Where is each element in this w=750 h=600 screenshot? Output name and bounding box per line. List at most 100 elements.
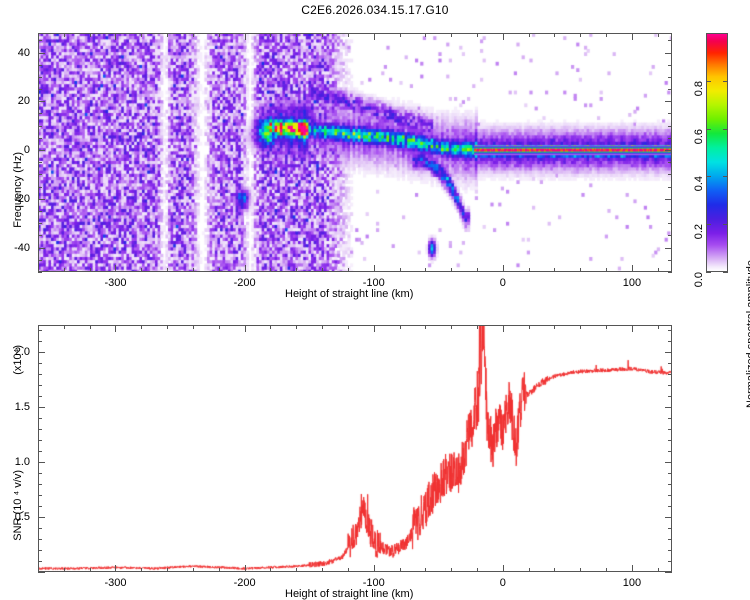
axis-tick (668, 396, 672, 398)
axis-tick (668, 330, 672, 332)
axis-tick (425, 568, 427, 572)
axis-tick (38, 89, 42, 91)
axis-tick (167, 568, 169, 572)
axis-tick (38, 76, 42, 78)
axis-tick (141, 568, 143, 572)
axis-tick (706, 176, 711, 178)
axis-tick (668, 363, 672, 365)
axis-tick (606, 268, 608, 272)
axis-tick (89, 268, 91, 272)
axis-tick (38, 506, 42, 508)
axis-tick (668, 137, 672, 139)
axis-tick (115, 565, 117, 572)
axis-tick (668, 174, 672, 176)
snr-plot-area (38, 325, 672, 572)
axis-tick (244, 265, 246, 272)
axis-tick (38, 40, 42, 42)
spectrogram-x-axis-label: Height of straight line (km) (285, 288, 414, 300)
axis-tick (451, 568, 453, 572)
axis-tick (668, 374, 672, 376)
axis-tick (244, 325, 246, 332)
axis-tick (668, 440, 672, 442)
axis-tick (477, 268, 479, 272)
axis-tick (668, 235, 672, 237)
axis-tick (668, 89, 672, 91)
axis-tick (665, 572, 672, 573)
colorbar-label: Normalized spectral amplitude (745, 260, 750, 408)
axis-tick (192, 33, 194, 37)
axis-tick-label: -40 (14, 241, 30, 254)
axis-tick-label: 0.5 (14, 511, 30, 524)
axis-tick (665, 101, 672, 103)
axis-tick (668, 76, 672, 78)
axis-tick (38, 174, 42, 176)
axis-tick (554, 33, 556, 37)
spectrogram-frame (38, 33, 672, 272)
axis-tick (528, 33, 530, 37)
axis-tick (115, 325, 117, 332)
axis-tick (270, 325, 272, 329)
spectrogram-y-axis-label: Frequency (Hz) (12, 152, 24, 228)
axis-tick (373, 565, 375, 572)
axis-tick-label: -20 (14, 192, 30, 205)
axis-tick (723, 272, 728, 273)
axis-tick (38, 198, 45, 200)
axis-tick (528, 268, 530, 272)
axis-tick (63, 325, 65, 329)
axis-tick-label: 0 (23, 144, 30, 157)
axis-tick (192, 268, 194, 272)
colorbar-tick-label: 0.8 (693, 80, 705, 97)
axis-tick (347, 325, 349, 329)
axis-tick (38, 247, 45, 249)
axis-tick (723, 176, 728, 178)
axis-tick-label: 1.0 (14, 456, 30, 469)
axis-tick (706, 128, 711, 130)
axis-tick (399, 325, 401, 329)
axis-tick (218, 325, 220, 329)
axis-tick-label: 0 (499, 277, 506, 289)
axis-tick (38, 325, 39, 329)
axis-tick (665, 462, 672, 464)
axis-tick (218, 33, 220, 37)
axis-tick (665, 247, 672, 249)
axis-tick-label: -100 (362, 577, 385, 589)
axis-tick (270, 268, 272, 272)
axis-tick (115, 33, 117, 40)
axis-tick (668, 341, 672, 343)
axis-tick (89, 568, 91, 572)
axis-tick (115, 265, 117, 272)
axis-tick (296, 33, 298, 37)
axis-tick-label: 100 (622, 577, 642, 589)
axis-tick-label: 0 (499, 577, 506, 589)
axis-tick (38, 495, 42, 497)
axis-tick (580, 33, 582, 37)
axis-tick-label: -200 (233, 577, 256, 589)
axis-tick (657, 568, 659, 572)
axis-tick (38, 363, 42, 365)
axis-tick (192, 568, 194, 572)
axis-tick (668, 211, 672, 213)
axis-tick (606, 568, 608, 572)
axis-tick (38, 223, 42, 225)
axis-tick (218, 568, 220, 572)
axis-tick (38, 462, 45, 464)
axis-tick (668, 451, 672, 453)
axis-tick (38, 125, 42, 127)
axis-tick (38, 272, 42, 273)
axis-tick (296, 268, 298, 272)
axis-tick (38, 568, 39, 572)
axis-tick (554, 268, 556, 272)
axis-tick (373, 33, 375, 40)
axis-tick (373, 265, 375, 272)
axis-tick (668, 418, 672, 420)
axis-tick (167, 325, 169, 329)
axis-tick (668, 259, 672, 261)
axis-tick (270, 568, 272, 572)
axis-tick (38, 396, 42, 398)
axis-tick (580, 268, 582, 272)
axis-tick (706, 80, 711, 82)
axis-tick (528, 568, 530, 572)
axis-tick (657, 268, 659, 272)
axis-tick (322, 268, 324, 272)
axis-tick (244, 33, 246, 40)
